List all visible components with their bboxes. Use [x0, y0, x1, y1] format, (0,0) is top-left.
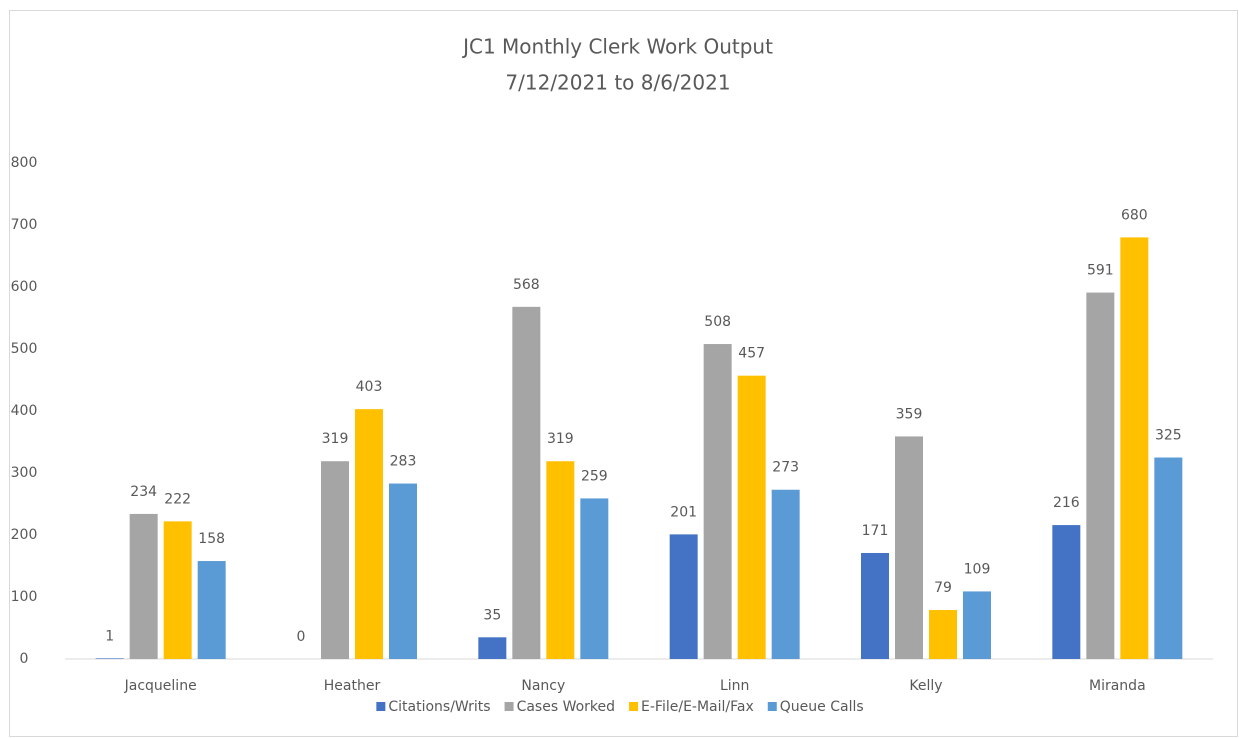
legend-label: Citations/Writs [388, 699, 490, 715]
legend-label: Cases Worked [517, 699, 615, 715]
y-tick-label: 0 [20, 651, 29, 667]
legend-swatch [504, 702, 514, 711]
bar [95, 658, 124, 659]
bar [546, 461, 575, 659]
data-label: 325 [1155, 428, 1182, 444]
bar [580, 498, 609, 659]
bar [1052, 525, 1081, 659]
bar [1154, 457, 1183, 659]
data-label: 680 [1121, 207, 1148, 223]
bar [771, 489, 800, 659]
data-label: 273 [772, 460, 799, 476]
data-label: 35 [483, 607, 501, 623]
bar [321, 461, 349, 659]
data-label: 319 [322, 431, 349, 447]
bar [963, 591, 991, 659]
data-label: 234 [130, 484, 157, 500]
y-tick-label: 700 [11, 217, 38, 233]
data-label: 457 [738, 346, 765, 362]
data-label: 0 [297, 629, 306, 645]
data-label: 158 [198, 531, 225, 547]
y-tick-label: 100 [11, 589, 38, 605]
data-label: 259 [581, 468, 608, 484]
y-tick-label: 300 [11, 465, 38, 481]
x-tick-label: Kelly [909, 678, 942, 694]
x-tick-label: Linn [720, 678, 749, 694]
data-label: 1 [105, 628, 114, 644]
legend-swatch [629, 702, 639, 711]
bar [929, 610, 957, 659]
bar [129, 513, 158, 659]
x-tick-label: Miranda [1089, 678, 1146, 694]
chart-subtitle: 7/12/2021 to 8/6/2021 [505, 71, 730, 95]
bar [197, 561, 226, 659]
bar [895, 436, 923, 659]
data-label: 568 [513, 277, 540, 293]
bar [737, 375, 766, 659]
x-tick-label: Jacqueline [124, 678, 197, 694]
x-tick-label: Nancy [521, 678, 565, 694]
bar [1120, 237, 1149, 659]
data-label: 319 [547, 431, 574, 447]
data-label: 79 [934, 580, 952, 596]
data-label: 283 [390, 454, 417, 470]
x-tick-label: Heather [324, 678, 381, 694]
data-label: 109 [964, 561, 991, 577]
bar [1086, 292, 1115, 659]
legend-label: Queue Calls [780, 699, 864, 715]
bar [512, 306, 541, 659]
bar [478, 637, 507, 659]
bar [861, 552, 889, 659]
bar [355, 409, 383, 659]
data-label: 171 [862, 523, 889, 539]
data-label: 403 [356, 379, 383, 395]
y-tick-label: 400 [11, 403, 38, 419]
legend-label: E-File/E-Mail/Fax [641, 699, 754, 715]
y-tick-label: 800 [11, 155, 38, 171]
data-label: 359 [896, 406, 923, 422]
legend-swatch [376, 702, 386, 711]
data-label: 201 [670, 504, 697, 520]
bar [703, 344, 732, 659]
data-label: 222 [164, 491, 191, 507]
y-tick-label: 200 [11, 527, 38, 543]
bar [163, 521, 192, 659]
bar [389, 483, 417, 659]
legend-swatch [767, 702, 777, 711]
y-tick-label: 600 [11, 279, 38, 295]
y-tick-label: 500 [11, 341, 38, 357]
data-label: 591 [1087, 263, 1114, 279]
bar [669, 534, 698, 659]
data-label: 216 [1053, 495, 1080, 511]
chart-title: JC1 Monthly Clerk Work Output [461, 35, 773, 59]
data-label: 508 [704, 314, 731, 330]
